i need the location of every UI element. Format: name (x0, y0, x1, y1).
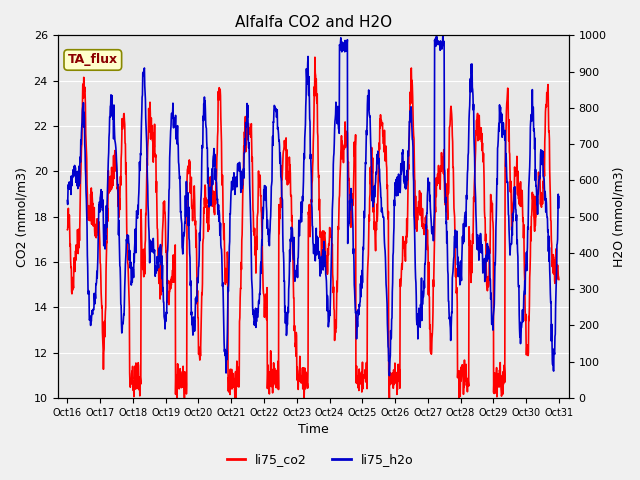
Line: li75_h2o: li75_h2o (67, 36, 559, 376)
li75_h2o (291, 278, 299, 284)
Text: TA_flux: TA_flux (68, 53, 118, 66)
li75_h2o (272, 108, 280, 114)
li75_co2 (122, 141, 129, 146)
Y-axis label: H2O (mmol/m3): H2O (mmol/m3) (612, 167, 625, 267)
li75_h2o (439, 33, 447, 38)
Y-axis label: CO2 (mmol/m3): CO2 (mmol/m3) (15, 167, 28, 266)
li75_co2 (291, 344, 299, 349)
li75_co2 (555, 276, 563, 282)
Legend: li75_co2, li75_h2o: li75_co2, li75_h2o (221, 448, 419, 471)
li75_h2o (343, 41, 351, 47)
li75_h2o (282, 311, 290, 317)
li75_co2 (273, 383, 280, 388)
li75_co2 (102, 309, 109, 314)
Line: li75_co2: li75_co2 (67, 57, 559, 398)
li75_co2 (311, 54, 319, 60)
li75_h2o (63, 198, 71, 204)
X-axis label: Time: Time (298, 423, 328, 436)
li75_h2o (102, 233, 109, 239)
li75_co2 (344, 154, 351, 159)
li75_co2 (63, 227, 71, 233)
li75_h2o (385, 373, 393, 379)
li75_co2 (283, 177, 291, 182)
Title: Alfalfa CO2 and H2O: Alfalfa CO2 and H2O (235, 15, 392, 30)
li75_h2o (122, 261, 129, 267)
li75_h2o (555, 194, 563, 200)
li75_co2 (173, 395, 180, 401)
